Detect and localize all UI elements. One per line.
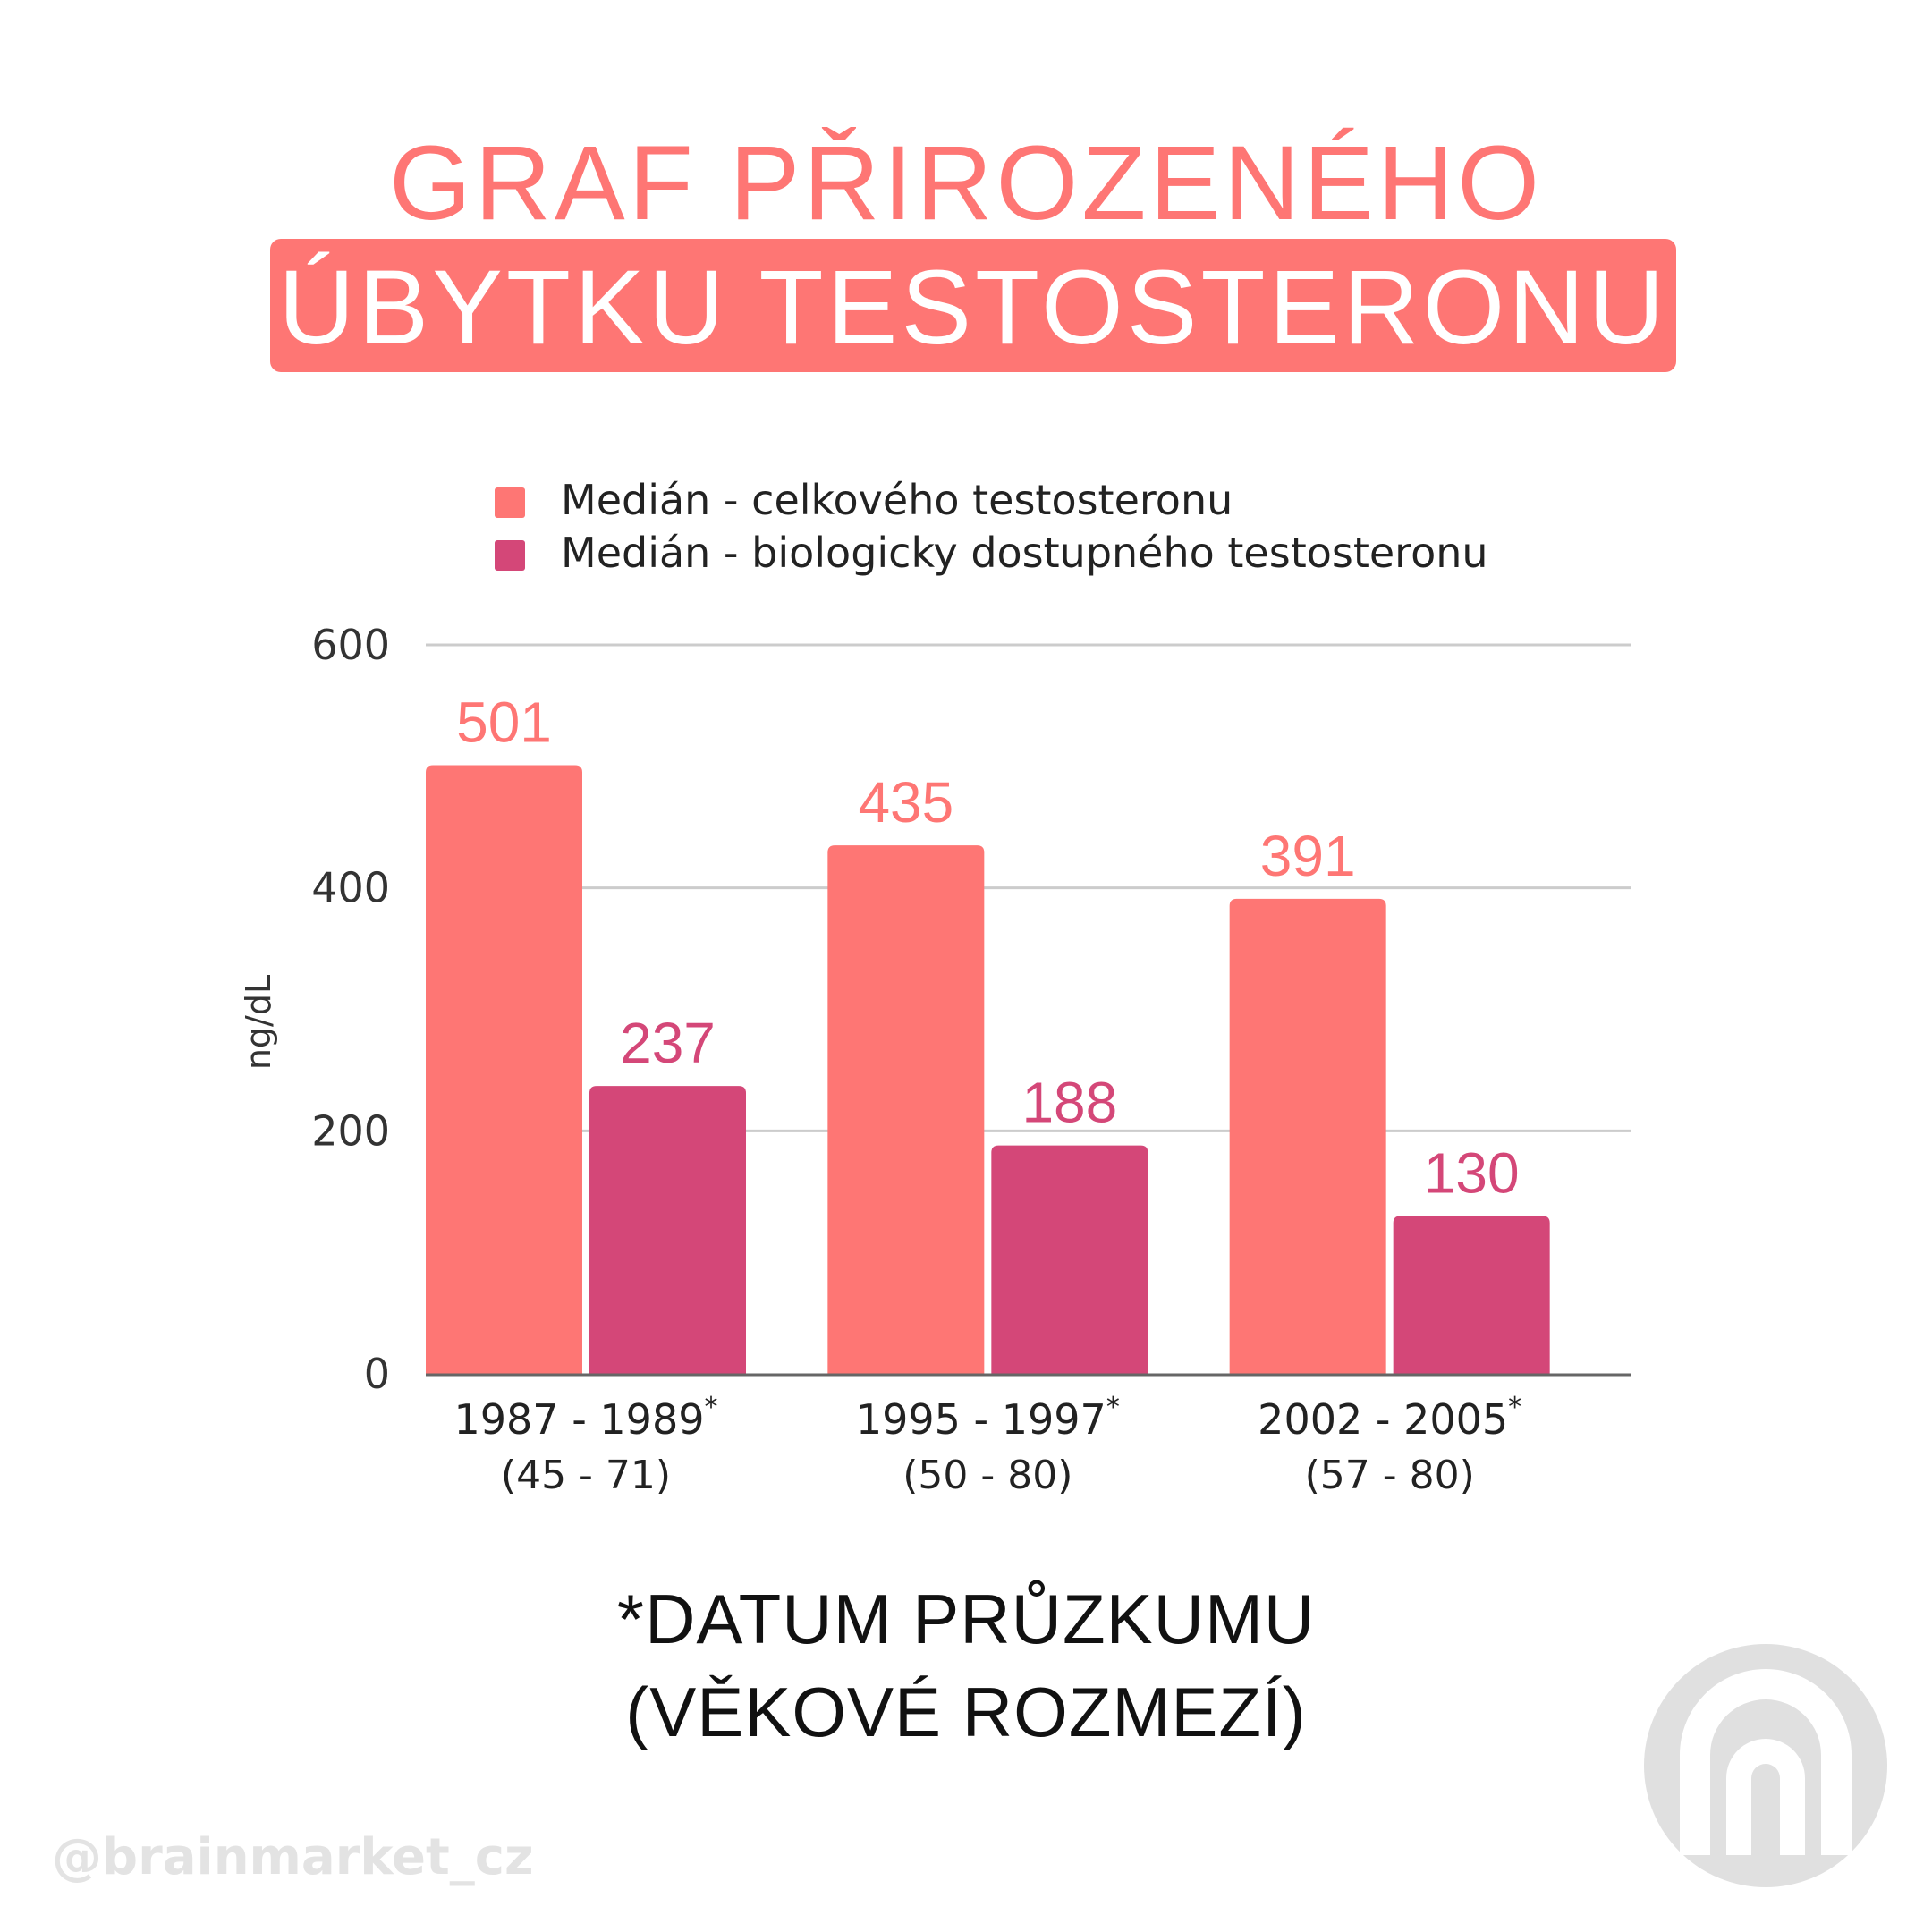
bar-bio-2 [1393, 1216, 1550, 1374]
x-category-label-2: 2002 - 2005* [1258, 1392, 1521, 1444]
legend-swatch-bio [495, 540, 525, 571]
x-category-marker-0: * [704, 1392, 717, 1423]
data-label-bio-2: 130 [1424, 1140, 1520, 1205]
chart-legend: Medián - celkového testosteronu Medián -… [495, 476, 1488, 577]
bar-bio-0 [589, 1086, 746, 1374]
title-line-2: ÚBYTKU TESTOSTERONU [278, 249, 1668, 367]
data-label-bio-1: 188 [1021, 1071, 1117, 1135]
legend-label-total: Medián - celkového testosteronu [561, 476, 1233, 524]
brainmarket-logo-icon [1644, 1644, 1887, 1887]
x-age-range-1: (50 - 80) [902, 1453, 1072, 1498]
title-line-1: GRAF PŘIROZENÉHO [389, 124, 1543, 242]
legend-label-bio: Medián - biologicky dostupného testoster… [561, 529, 1488, 577]
y-axis-label: ng/dL [239, 975, 278, 1070]
data-label-total-2: 391 [1260, 824, 1356, 888]
bar-bio-1 [991, 1145, 1148, 1374]
x-age-range-2: (57 - 80) [1305, 1453, 1475, 1498]
bar-total-2 [1229, 898, 1386, 1374]
y-tick-label-0: 0 [364, 1350, 390, 1398]
y-tick-label-400: 400 [311, 864, 390, 912]
labels-layer: 501 237 435 188 391 130 [456, 690, 1519, 1205]
data-label-total-0: 501 [456, 690, 552, 754]
footnote-line-2: (VĚKOVÉ ROZMEZÍ) [625, 1673, 1307, 1751]
grid-layer [426, 643, 1631, 1132]
y-tick-label-200: 200 [311, 1106, 390, 1155]
bars-layer [426, 765, 1550, 1374]
x-category-marker-1: * [1106, 1392, 1120, 1423]
bar-total-0 [426, 765, 582, 1374]
x-category-marker-2: * [1508, 1392, 1521, 1423]
x-category-label-0: 1987 - 1989* [454, 1392, 718, 1444]
title-highlight-box [270, 239, 1676, 372]
bar-chart: Medián - celkového testosteronu Medián -… [239, 476, 1631, 1498]
x-age-range-0: (45 - 71) [501, 1453, 671, 1498]
x-category-label-1: 1995 - 1997* [856, 1392, 1120, 1444]
data-label-total-1: 435 [858, 770, 953, 835]
data-label-bio-0: 237 [620, 1011, 716, 1075]
footnote-line-1: *DATUM PRŮZKUMU [616, 1580, 1316, 1658]
legend-swatch-total [495, 487, 525, 518]
axis-layer: 0 200 400 600 1987 - 1989* (45 - 71) 1995 - 19… [311, 621, 1631, 1498]
watermark-handle: @brainmarket_cz [52, 1828, 534, 1886]
bar-total-1 [827, 845, 985, 1374]
y-tick-label-600: 600 [311, 621, 390, 669]
